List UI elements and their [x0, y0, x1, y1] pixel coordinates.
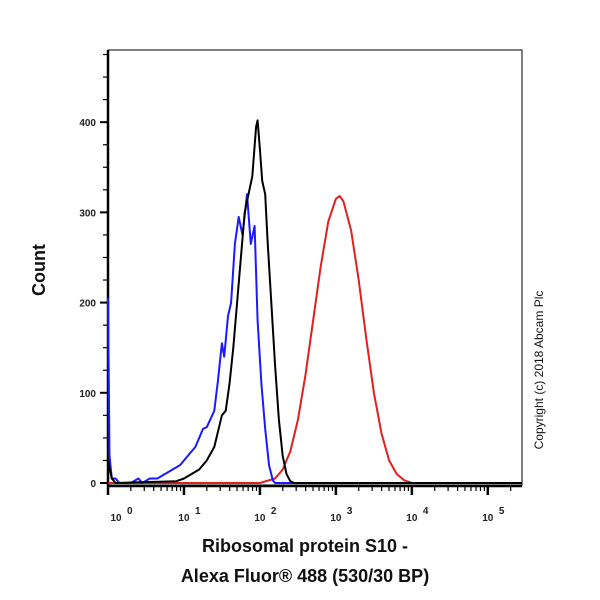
x-axis-label-line1: Ribosomal protein S10 - [202, 536, 408, 556]
copyright-annotation: Copyright (c) 2018 Abcam Plc [532, 291, 546, 450]
series-histogram-black [107, 119, 522, 484]
series-histogram-blue [107, 193, 522, 484]
y-tick-label: 400 [79, 118, 96, 129]
x-tick-label-exponent: 0 [127, 506, 133, 517]
x-tick-label-base: 10 [178, 513, 190, 524]
x-tick-label-exponent: 4 [423, 506, 429, 517]
x-tick-label-exponent: 5 [499, 506, 505, 517]
y-tick-label: 200 [79, 299, 96, 310]
x-tick-label-base: 10 [330, 513, 342, 524]
x-tick-label-base: 10 [406, 513, 418, 524]
plot-frame [107, 49, 523, 486]
x-tick-label-base: 10 [482, 513, 494, 524]
x-axis-label-line2: Alexa Fluor® 488 (530/30 BP) [181, 566, 429, 586]
x-tick-label-exponent: 2 [271, 506, 277, 517]
series-histogram-red [108, 195, 522, 484]
y-tick-label: 100 [79, 389, 96, 400]
x-tick-label-base: 10 [110, 513, 122, 524]
y-tick-label: 0 [90, 479, 96, 490]
x-tick-label-exponent: 1 [195, 506, 201, 517]
y-axis-label: Count [29, 244, 49, 296]
y-tick-label: 300 [79, 208, 96, 219]
x-tick-label-exponent: 3 [347, 506, 353, 517]
x-tick-label-base: 10 [254, 513, 266, 524]
